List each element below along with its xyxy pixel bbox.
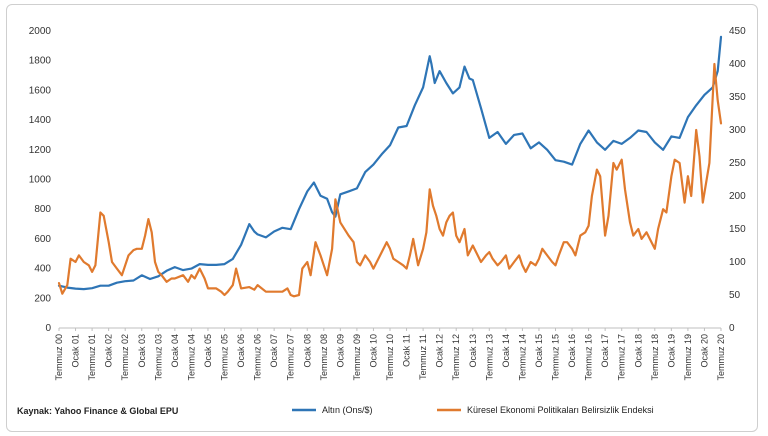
x-axis-tick-label: Temmuz 18	[650, 334, 660, 381]
x-axis-tick-label: Ocak 20	[699, 334, 709, 368]
left-axis-tick-label: 800	[34, 204, 51, 215]
left-axis-tick-label: 1400	[29, 115, 52, 126]
right-axis-tick-labels: 0 50 100 150 200 250 300 350 400 450	[729, 26, 746, 334]
x-axis-tick-label: Temmuz 13	[484, 334, 494, 381]
x-axis-tick-label: Temmuz 06	[253, 334, 263, 381]
left-axis-tick-label: 200	[34, 293, 51, 304]
right-axis-tick-label: 100	[729, 257, 746, 268]
x-axis-tick-label: Ocak 05	[203, 334, 213, 368]
left-axis-tick-labels: 0 200 400 600 800 1000 1200 1400 1600 1800 2000	[29, 26, 52, 334]
right-axis-tick-label: 50	[729, 290, 741, 301]
series-lines	[57, 35, 723, 298]
x-axis-tick-label: Temmuz 19	[683, 334, 693, 381]
x-axis-tick-label: Temmuz 07	[286, 334, 296, 381]
x-axis-tick-label: Ocak 01	[71, 334, 81, 368]
right-axis-tick-label: 0	[729, 323, 735, 334]
left-axis-tick-label: 0	[45, 323, 51, 334]
left-axis-tick-label: 400	[34, 264, 51, 275]
x-axis-tick-label: Temmuz 03	[153, 334, 163, 381]
right-axis-tick-label: 150	[729, 224, 746, 235]
x-axis-tick-label: Temmuz 02	[120, 334, 130, 381]
x-axis-tick-label: Ocak 07	[269, 334, 279, 368]
x-axis-tick-label: Ocak 17	[600, 334, 610, 368]
x-axis-tick-label: Temmuz 17	[617, 334, 627, 381]
left-axis-tick-label: 1000	[29, 175, 52, 186]
x-axis-tick-label: Ocak 11	[402, 334, 412, 367]
x-axis-tick-label: Ocak 18	[633, 334, 643, 368]
x-axis-tick-label: Temmuz 12	[451, 334, 461, 381]
x-axis-tick-label: Temmuz 05	[220, 334, 230, 381]
x-axis-tick-label: Ocak 06	[236, 334, 246, 368]
x-axis-tick-label: Temmuz 10	[385, 334, 395, 381]
gold-price-line	[57, 35, 723, 291]
x-axis-tick-label: Ocak 16	[567, 334, 577, 368]
source-note: Kaynak: Yahoo Finance & Global EPU	[17, 406, 178, 416]
x-axis-tick-labels: Temmuz 00 Ocak 01 Temmuz 01 Ocak 02 Temmuz 0…	[54, 328, 726, 381]
x-axis-tick-label: Temmuz 14	[517, 334, 527, 381]
x-axis-tick-label: Ocak 04	[170, 334, 180, 368]
x-axis-tick-label: Ocak 14	[501, 334, 511, 368]
epu-index-line	[57, 62, 723, 298]
x-axis-tick-label: Ocak 09	[335, 334, 345, 368]
x-axis-tick-label: Temmuz 01	[87, 334, 97, 381]
x-axis-tick-label: Temmuz 20	[716, 334, 726, 381]
right-axis-tick-label: 350	[729, 92, 746, 103]
x-axis-tick-label: Ocak 13	[468, 334, 478, 368]
left-axis-tick-label: 600	[34, 234, 51, 245]
x-axis-tick-label: Ocak 12	[435, 334, 445, 368]
x-axis-tick-label: Ocak 10	[368, 334, 378, 368]
x-axis-tick-label: Ocak 19	[666, 334, 676, 368]
right-axis-tick-label: 400	[729, 59, 746, 70]
x-axis-tick-label: Temmuz 09	[352, 334, 362, 381]
left-axis-tick-label: 1600	[29, 85, 52, 96]
x-axis-tick-label: Temmuz 04	[186, 334, 196, 381]
right-axis-tick-label: 450	[729, 26, 746, 37]
right-axis-tick-label: 250	[729, 158, 746, 169]
dual-axis-line-chart: 0 200 400 600 800 1000 1200 1400 1600 1800 2000 0 5…	[17, 26, 746, 416]
x-axis-tick-label: Temmuz 15	[551, 334, 561, 381]
right-axis-tick-label: 300	[729, 125, 746, 136]
x-axis-tick-label: Temmuz 00	[54, 334, 64, 381]
x-axis-tick-label: Temmuz 08	[319, 334, 329, 381]
x-axis-tick-label: Temmuz 16	[584, 334, 594, 381]
left-axis-tick-label: 2000	[29, 26, 52, 37]
legend-label: Altın (Ons/$)	[322, 405, 373, 415]
chart-frame: 0 200 400 600 800 1000 1200 1400 1600 1800 2000 0 5…	[6, 4, 758, 432]
legend: Altın (Ons/$) Küresel Ekonomi Politikalar…	[292, 405, 654, 415]
x-axis-tick-label: Ocak 02	[104, 334, 114, 368]
x-axis-tick-label: Temmuz 11	[418, 334, 428, 380]
right-axis-tick-label: 200	[729, 191, 746, 202]
x-axis-tick-label: Ocak 08	[302, 334, 312, 368]
x-axis-tick-label: Ocak 15	[534, 334, 544, 368]
left-axis-tick-label: 1800	[29, 56, 52, 67]
x-axis-tick-label: Ocak 03	[137, 334, 147, 368]
legend-label: Küresel Ekonomi Politikaları Belirsizlik…	[467, 405, 654, 415]
left-axis-tick-label: 1200	[29, 145, 52, 156]
